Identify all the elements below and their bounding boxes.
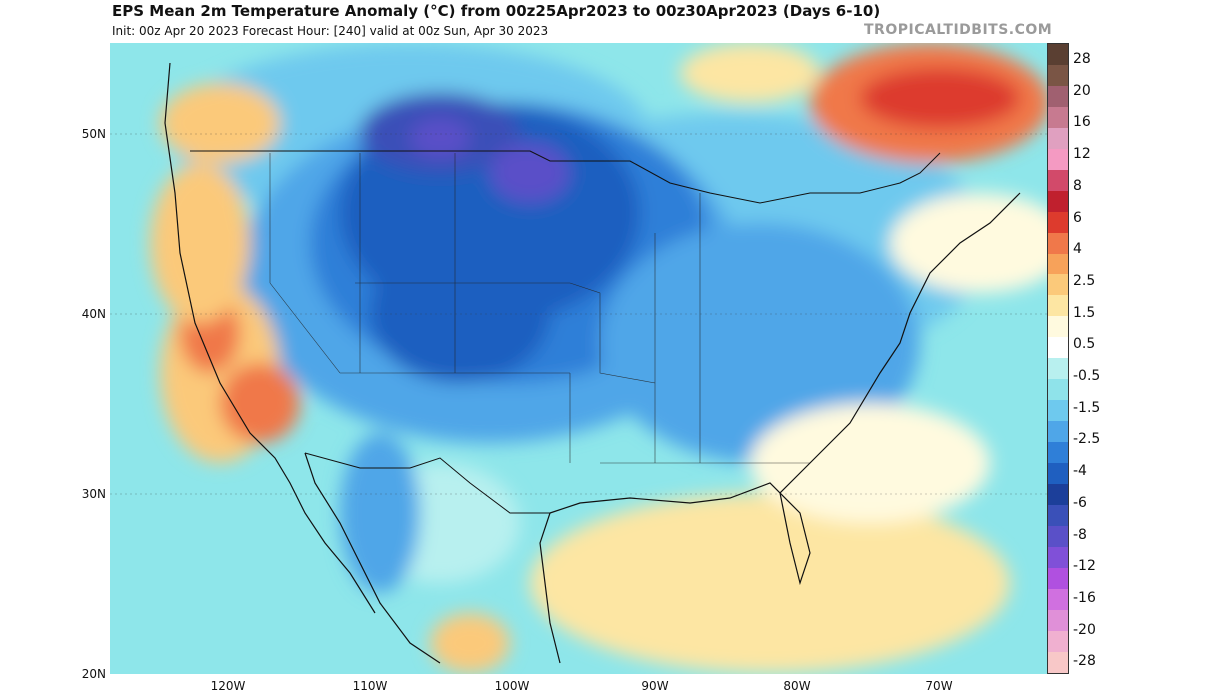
colorbar-label: 2.5 (1073, 272, 1096, 289)
colorbar-swatch (1048, 211, 1068, 233)
colorbar-swatch (1048, 127, 1068, 149)
colorbar-swatch (1048, 295, 1068, 317)
colorbar-swatch (1048, 630, 1068, 652)
colorbar-label: -2.5 (1073, 431, 1101, 448)
colorbar-swatch (1048, 609, 1068, 631)
colorbar-swatch (1048, 379, 1068, 401)
colorbar-label: 0.5 (1073, 336, 1096, 353)
colorbar-swatch (1048, 253, 1068, 275)
colorbar-swatch (1048, 567, 1068, 589)
colorbar-label: -12 (1073, 558, 1096, 575)
lon-label-110w: 110W (352, 679, 388, 693)
colorbar-swatch (1048, 190, 1068, 212)
colorbar-swatch (1048, 484, 1068, 505)
colorbar-swatch (1048, 504, 1068, 526)
colorbar-swatch (1048, 85, 1068, 107)
lon-label-120w: 120W (210, 679, 246, 693)
colorbar-label: 12 (1073, 146, 1091, 163)
colorbar-swatch (1048, 274, 1068, 296)
colorbar-label: -20 (1073, 621, 1096, 638)
colorbar-label: 8 (1073, 177, 1082, 194)
colorbar-swatch (1048, 148, 1068, 170)
lon-label-100w: 100W (494, 679, 530, 693)
colorbar-swatch (1048, 651, 1068, 673)
lon-label-80w: 80W (783, 679, 811, 693)
colorbar-label: -1.5 (1073, 399, 1101, 416)
colorbar-label: 6 (1073, 209, 1082, 226)
lon-label-90w: 90W (641, 679, 669, 693)
chart-subtitle: Init: 00z Apr 20 2023 Forecast Hour: [24… (112, 24, 549, 38)
lat-label-20n: 20N (81, 667, 106, 681)
colorbar-label: 20 (1073, 82, 1091, 99)
colorbar-swatch (1048, 337, 1068, 359)
colorbar-swatch (1048, 169, 1068, 191)
anomaly-field (150, 43, 1047, 673)
colorbar-label: -0.5 (1073, 368, 1101, 384)
lat-label-30n: 30N (81, 487, 106, 501)
graticule (110, 133, 1047, 495)
colorbar-swatch (1048, 358, 1068, 380)
colorbar-swatch (1048, 525, 1068, 547)
border-lines (190, 150, 941, 514)
colorbar-swatch (1048, 316, 1068, 338)
coastlines (164, 62, 1021, 664)
colorbar-label: 4 (1073, 241, 1082, 258)
colorbar-label: -16 (1073, 589, 1096, 606)
colorbar-swatch (1048, 400, 1068, 422)
colorbar-label: -28 (1073, 653, 1096, 670)
colorbar-swatch (1048, 232, 1068, 254)
colorbar-swatch (1048, 442, 1068, 464)
colorbar-label: -8 (1073, 526, 1087, 543)
color-scale-bar (1047, 43, 1069, 674)
colorbar-label: 28 (1073, 51, 1091, 67)
colorbar-label: -6 (1073, 494, 1087, 511)
colorbar-swatch (1048, 106, 1068, 128)
colorbar-swatch (1048, 64, 1068, 86)
state-lines (269, 153, 810, 464)
lat-label-50n: 50N (81, 127, 106, 141)
colorbar-label: -4 (1073, 463, 1087, 480)
colorbar-label: 1.5 (1073, 304, 1096, 321)
brand-watermark: TROPICALTIDBITS.COM (864, 22, 1053, 38)
lat-label-40n: 40N (81, 307, 106, 321)
colorbar-swatch (1048, 588, 1068, 610)
colorbar-label: 16 (1073, 114, 1091, 131)
chart-title: EPS Mean 2m Temperature Anomaly (°C) fro… (112, 2, 881, 20)
colorbar-swatch (1048, 44, 1068, 65)
colorbar-swatch (1048, 463, 1068, 485)
temperature-anomaly-map (110, 43, 1047, 674)
colorbar-swatch (1048, 546, 1068, 568)
colorbar-swatch (1048, 421, 1068, 443)
lon-label-70w: 70W (925, 679, 953, 693)
